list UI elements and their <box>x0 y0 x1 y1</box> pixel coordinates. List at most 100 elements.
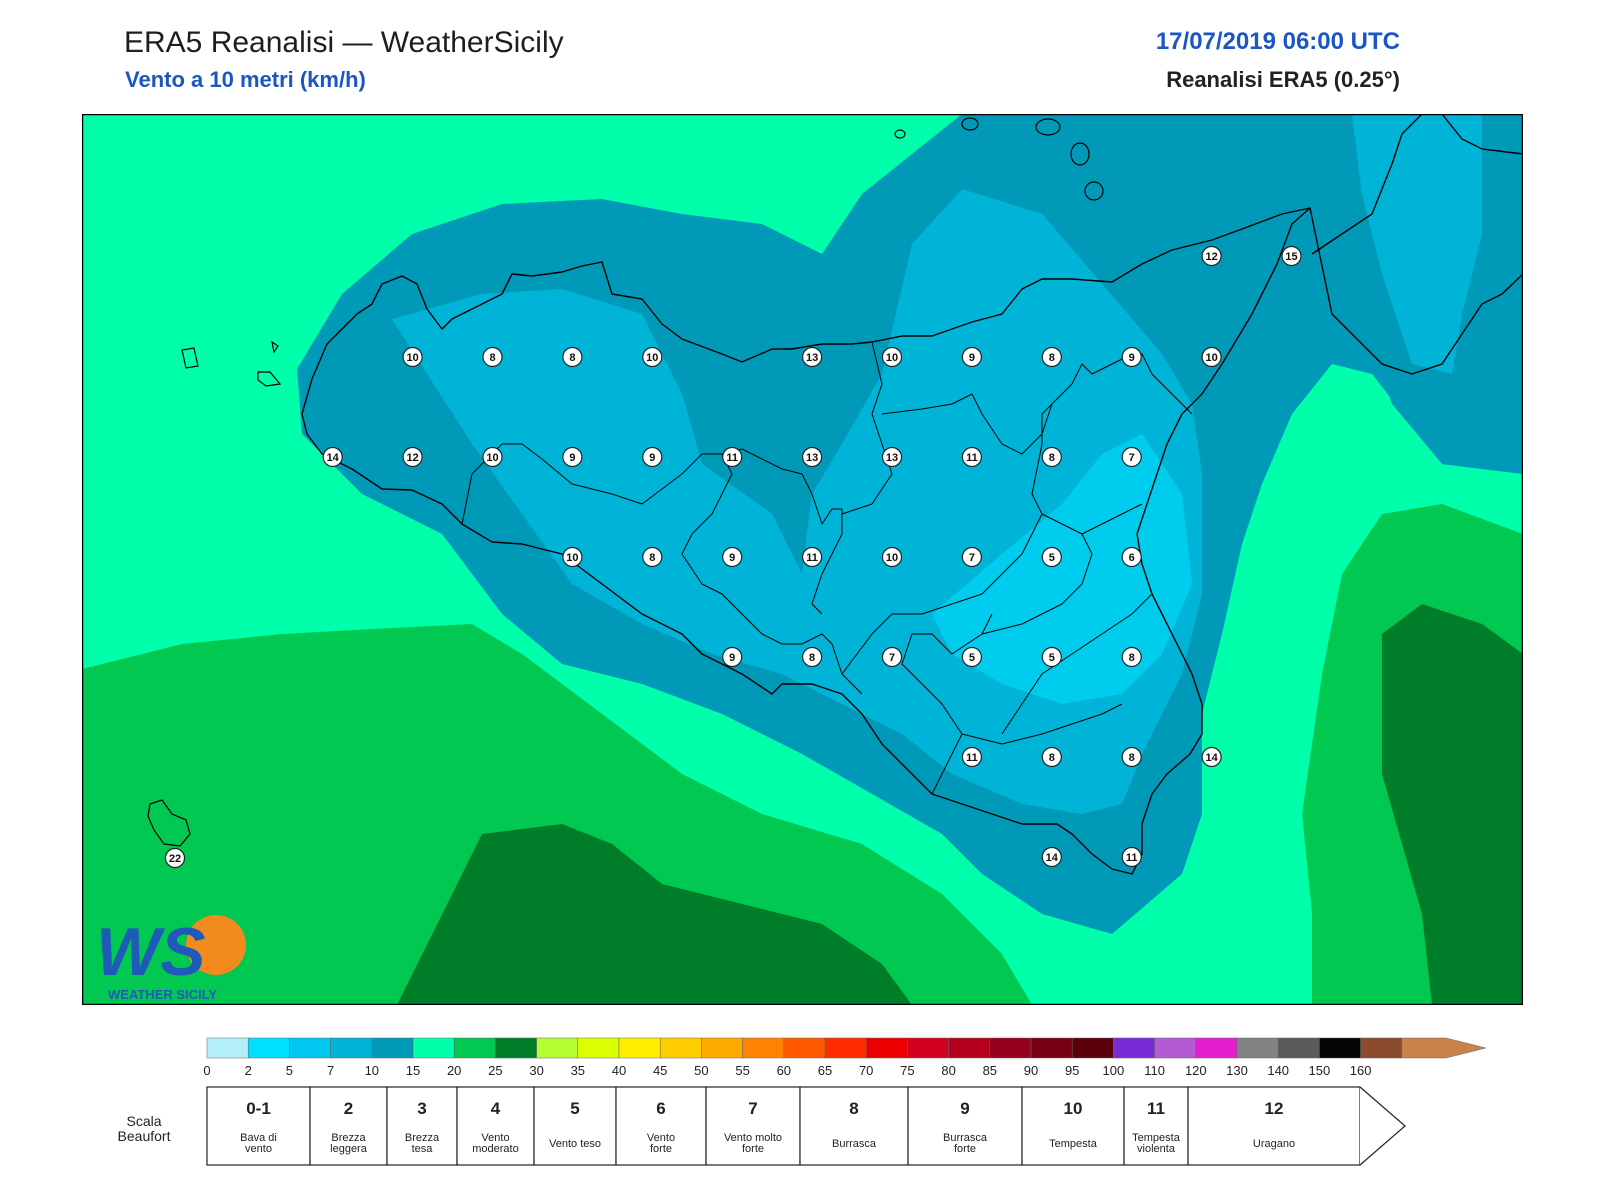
station-value: 10 <box>566 552 578 564</box>
station-value: 13 <box>806 452 818 464</box>
station-marker: 11 <box>722 446 743 468</box>
station-value: 14 <box>1205 752 1218 764</box>
station-circle <box>961 346 983 368</box>
wind-band-20-25-southwest <box>82 624 1032 1005</box>
colorbar-tick-label: 45 <box>653 1063 667 1078</box>
station-value: 13 <box>806 352 818 364</box>
station-value: 11 <box>966 752 978 764</box>
station-marker: 10 <box>881 346 903 368</box>
station-marker: 22 <box>164 847 186 869</box>
station-circle <box>801 346 823 368</box>
colorbar-swatch <box>330 1037 373 1059</box>
colorbar-tick-label: 140 <box>1267 1063 1289 1078</box>
beaufort-number: 0-1 <box>246 1099 271 1118</box>
beaufort-label: Bava di <box>240 1132 277 1144</box>
station-circle <box>1041 846 1062 868</box>
station-circle <box>642 446 663 468</box>
station-circle <box>322 446 343 468</box>
station-value: 11 <box>726 452 738 464</box>
station-marker: 9 <box>1121 346 1142 368</box>
station-value: 10 <box>886 552 898 564</box>
beaufort-number: 12 <box>1265 1099 1284 1118</box>
station-value: 22 <box>169 853 181 865</box>
station-circle <box>881 346 903 368</box>
station-circle <box>1041 646 1062 668</box>
station-circle <box>1201 746 1222 768</box>
station-marker: 14 <box>322 446 343 468</box>
map-frame <box>82 114 1523 1005</box>
station-marker: 8 <box>801 646 823 668</box>
station-circle <box>1121 346 1142 368</box>
station-value: 5 <box>1049 652 1055 664</box>
station-marker: 8 <box>1041 746 1062 768</box>
colorbar-tick-label: 25 <box>488 1063 502 1078</box>
beaufort-label: Brezza <box>331 1132 366 1144</box>
station-markers: 10 8 8 10 13 10 9 8 9 10 14 12 10 9 9 11 13 13 11 8 7 10 8 9 11 1… <box>164 245 1302 869</box>
station-circle <box>1201 346 1222 368</box>
station-value: 10 <box>1205 352 1217 364</box>
station-marker: 11 <box>1121 846 1142 868</box>
station-value: 10 <box>406 352 418 364</box>
station-marker: 7 <box>1121 446 1142 468</box>
station-circle <box>801 546 823 568</box>
colorbar-arrow <box>1401 1037 1487 1059</box>
station-marker: 8 <box>1041 446 1062 468</box>
station-circle <box>722 546 743 568</box>
colorbar-tick-label: 2 <box>245 1063 252 1078</box>
station-value: 13 <box>886 452 898 464</box>
station-circle <box>402 446 423 468</box>
station-marker: 13 <box>801 446 823 468</box>
station-circle <box>1041 546 1062 568</box>
colorbar-swatch <box>742 1037 785 1059</box>
sun-icon <box>186 915 246 975</box>
colorbar-swatch <box>989 1037 1032 1059</box>
colorbar-swatch <box>1236 1037 1279 1059</box>
colorbar-tick-label: 130 <box>1226 1063 1248 1078</box>
station-value: 15 <box>1285 251 1297 263</box>
station-marker: 8 <box>482 346 503 368</box>
station-circle <box>881 446 903 468</box>
colorbar-tick-label: 70 <box>859 1063 873 1078</box>
beaufort-label: Burrasca <box>943 1132 988 1144</box>
station-value: 8 <box>1129 752 1135 764</box>
beaufort-label: Uragano <box>1253 1138 1295 1150</box>
beaufort-number: 2 <box>344 1099 353 1118</box>
beaufort-number: 11 <box>1147 1099 1165 1118</box>
beaufort-label-2: forte <box>650 1143 672 1155</box>
station-value: 5 <box>1049 552 1055 564</box>
station-circle <box>562 546 583 568</box>
station-value: 12 <box>1205 251 1217 263</box>
sicily-coastline <box>301 207 1311 875</box>
beaufort-arrow <box>1359 1086 1406 1166</box>
beaufort-cell: 12 Uragano <box>1187 1086 1361 1166</box>
station-marker: 10 <box>562 546 583 568</box>
station-marker: 9 <box>961 346 983 368</box>
province-borders <box>461 341 1193 795</box>
beaufort-number: 8 <box>849 1099 858 1118</box>
colorbar-tick-label: 65 <box>818 1063 832 1078</box>
colorbar-swatch <box>412 1037 455 1059</box>
colorbar-tick-label: 35 <box>571 1063 585 1078</box>
station-circle <box>1041 446 1062 468</box>
station-circle <box>1281 245 1302 267</box>
colorbar-tick-label: 80 <box>941 1063 955 1078</box>
station-marker: 8 <box>562 346 583 368</box>
station-marker: 12 <box>1201 245 1222 267</box>
station-value: 9 <box>649 452 655 464</box>
station-value: 9 <box>1129 352 1135 364</box>
station-circle <box>961 646 983 668</box>
colorbar-tick-label: 110 <box>1144 1063 1165 1078</box>
wind-band-5-7-northeast <box>1352 114 1482 374</box>
calabria-coastline <box>1309 114 1523 375</box>
station-circle <box>722 446 743 468</box>
colorbar-swatch <box>907 1037 949 1059</box>
station-value: 7 <box>1129 452 1135 464</box>
station-value: 9 <box>729 552 735 564</box>
station-circle <box>402 346 423 368</box>
station-value: 11 <box>966 452 978 464</box>
logo-mark: WS <box>96 914 206 990</box>
station-marker: 11 <box>961 446 983 468</box>
